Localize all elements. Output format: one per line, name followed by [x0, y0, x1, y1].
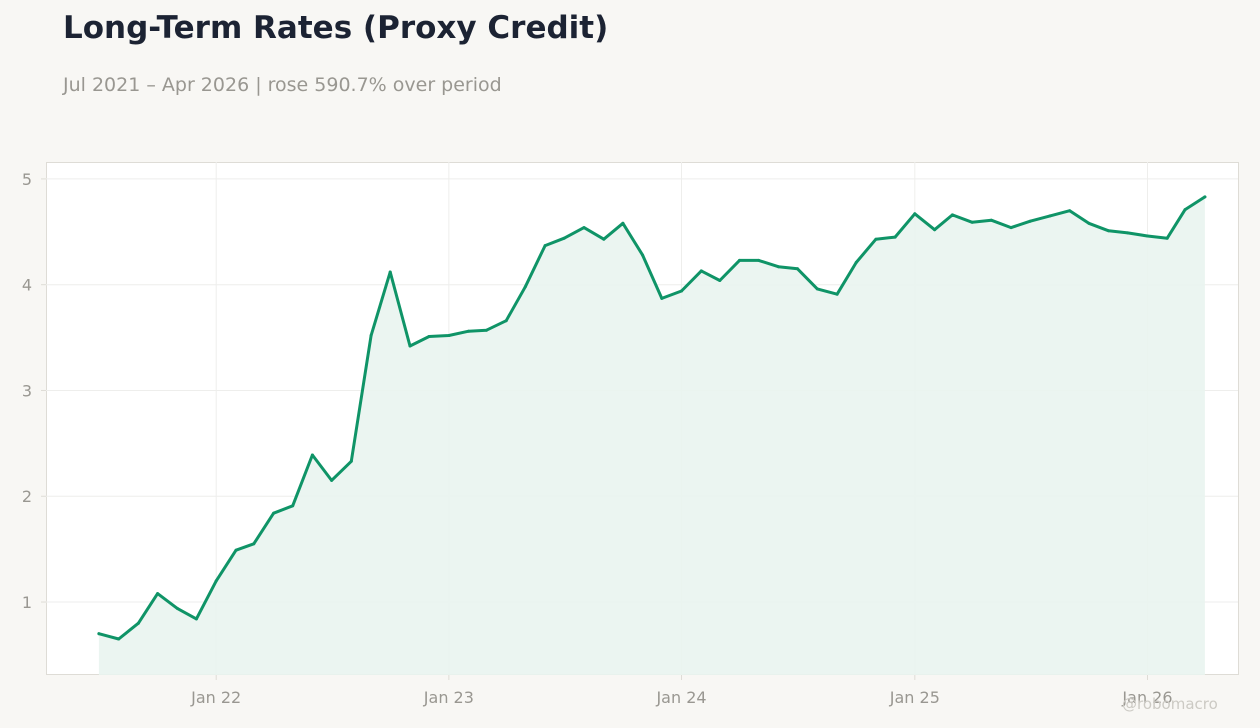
series-area-fill	[98, 196, 1205, 675]
chart-subtitle: Jul 2021 – Apr 2026 | rose 590.7% over p…	[63, 74, 502, 96]
watermark: @robomacro	[1122, 695, 1218, 713]
data-point	[194, 617, 198, 621]
data-point	[1009, 226, 1013, 230]
data-point	[388, 270, 392, 274]
data-point	[136, 621, 140, 625]
y-tick-label: 4	[22, 276, 32, 295]
data-point	[989, 218, 993, 222]
data-point	[523, 285, 527, 289]
data-point	[1165, 236, 1169, 240]
y-tick-label: 5	[22, 170, 32, 189]
data-point	[874, 237, 878, 241]
data-point	[97, 632, 101, 636]
data-point	[117, 637, 121, 641]
data-point	[156, 592, 160, 596]
x-tick-label: Jan 24	[655, 688, 706, 707]
data-point	[602, 237, 606, 241]
data-point	[660, 296, 664, 300]
data-point	[485, 328, 488, 332]
data-point	[757, 258, 761, 262]
data-point	[330, 478, 334, 482]
y-tick-label: 2	[22, 487, 32, 506]
data-point	[252, 542, 256, 546]
data-point	[175, 606, 179, 610]
series-line-layer	[97, 195, 1207, 641]
x-axis: Jan 22 Jan 23 Jan 24 Jan 25 Jan 26	[190, 675, 1173, 707]
data-point	[641, 253, 645, 257]
area-fill-layer	[98, 196, 1205, 675]
data-point	[349, 459, 353, 463]
data-point	[815, 287, 819, 291]
data-point	[562, 236, 566, 240]
data-point	[1028, 219, 1032, 223]
data-point	[933, 228, 937, 232]
data-point	[1126, 231, 1130, 235]
data-point	[835, 292, 839, 296]
data-point	[369, 334, 373, 337]
data-point	[543, 244, 547, 248]
x-tick-label: Jan 26	[1121, 688, 1172, 707]
data-point	[950, 213, 954, 217]
data-point	[467, 329, 471, 333]
data-point	[1146, 234, 1149, 238]
data-point	[913, 212, 917, 216]
data-point	[1203, 195, 1207, 199]
data-point	[680, 289, 683, 293]
data-point	[1107, 229, 1111, 233]
series-line	[97, 195, 1207, 641]
data-point	[234, 548, 238, 552]
data-point	[408, 344, 412, 348]
data-point	[718, 279, 722, 282]
x-tick-label: Jan 25	[889, 688, 940, 707]
data-point	[1048, 214, 1052, 218]
y-tick-label: 3	[22, 381, 32, 400]
y-tick-label: 1	[22, 593, 32, 612]
data-point	[291, 504, 295, 508]
data-point	[854, 261, 858, 264]
data-point	[621, 221, 625, 225]
data-point	[1068, 209, 1072, 213]
data-point	[582, 226, 586, 230]
data-point	[796, 267, 799, 271]
data-point	[1087, 221, 1091, 225]
chart-title: Long-Term Rates (Proxy Credit)	[63, 10, 609, 46]
data-point	[427, 335, 431, 338]
data-point	[893, 235, 897, 239]
data-point	[504, 319, 508, 323]
data-point	[272, 511, 276, 515]
x-tick-label: Jan 22	[190, 688, 241, 707]
data-point	[699, 269, 703, 273]
y-axis: 1 2 3 4 5	[22, 170, 46, 612]
data-point	[776, 265, 780, 269]
data-point	[310, 453, 314, 457]
data-point	[970, 220, 974, 224]
x-tick-label: Jan 23	[423, 688, 474, 707]
data-point	[1183, 208, 1187, 212]
data-point	[447, 334, 451, 337]
data-point	[214, 579, 218, 583]
data-point	[738, 258, 741, 262]
